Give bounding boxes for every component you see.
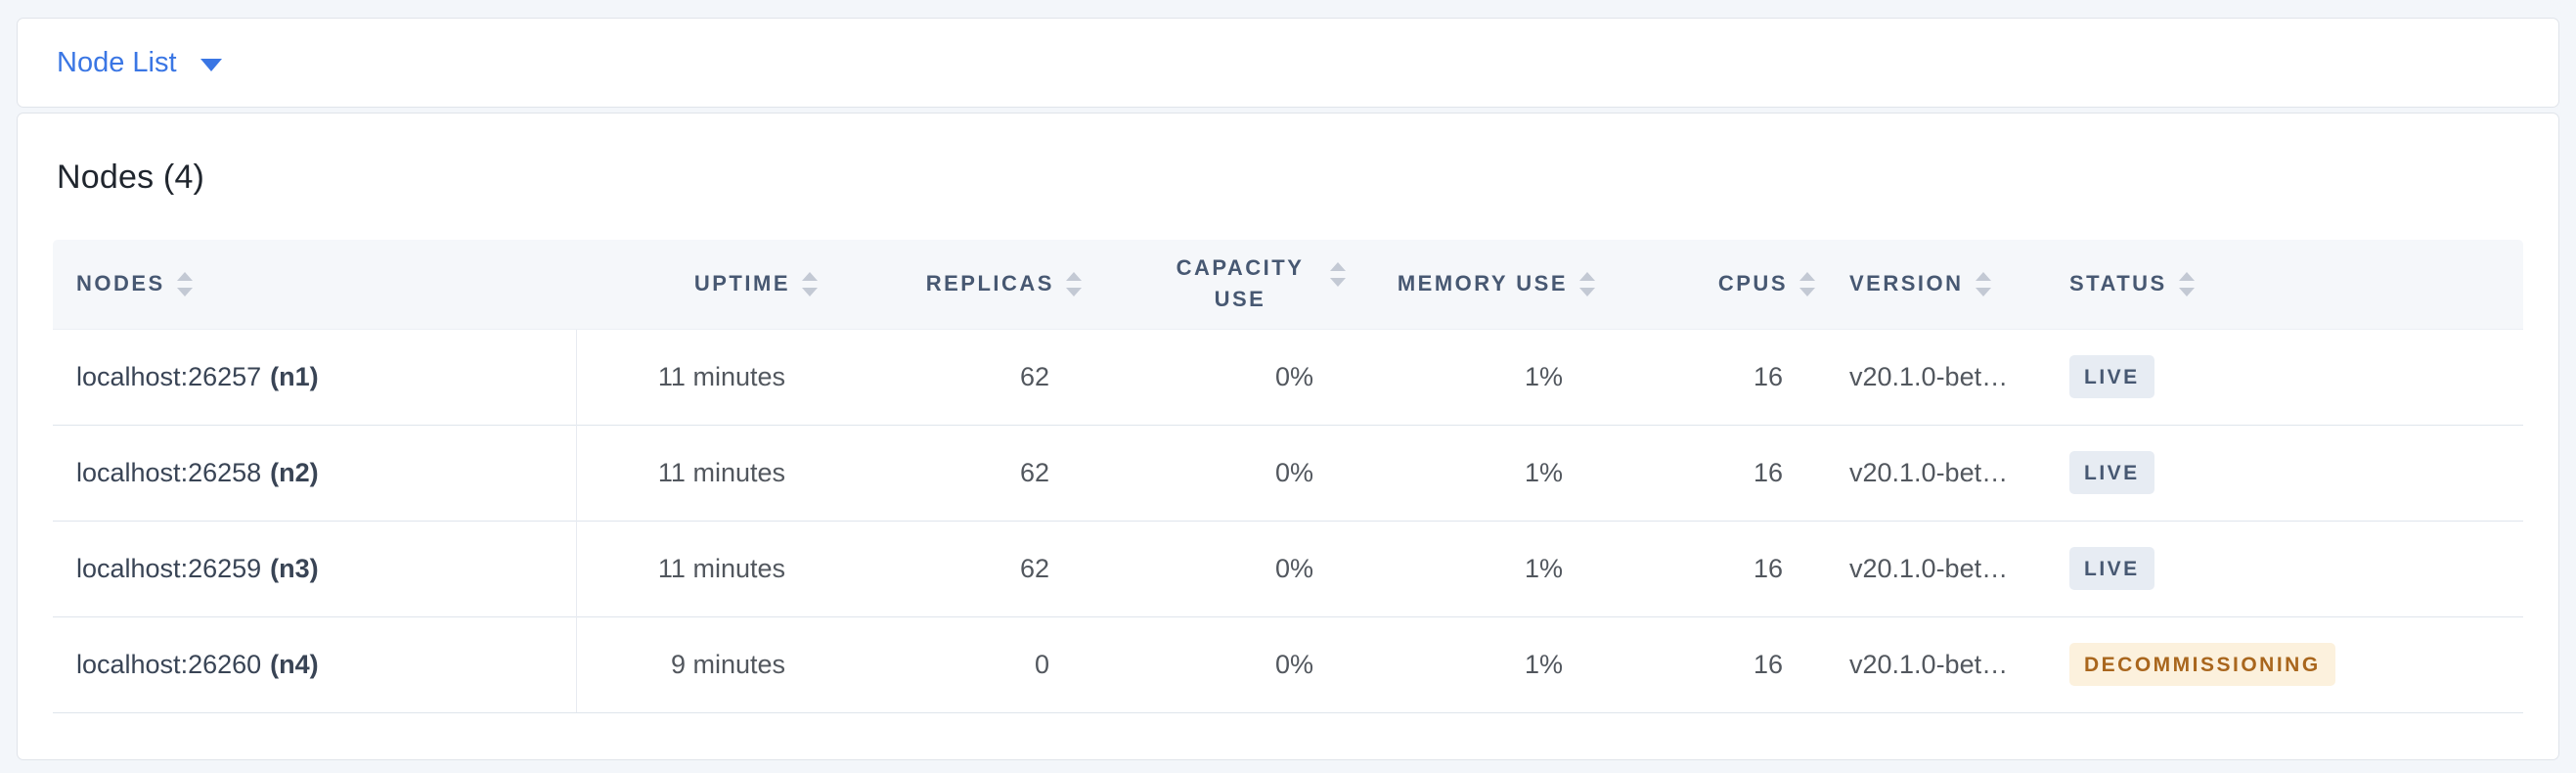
version-cell: v20.1.0-bet… (1806, 615, 2046, 713)
memory-use-cell: 1% (1337, 424, 1586, 521)
memory-use-cell: 1% (1337, 328, 1586, 425)
column-label: REPLICAS (925, 271, 1054, 296)
table-row: localhost:26257 (n1) 11 minutes 62 0% 1% … (53, 328, 2523, 425)
table-row: localhost:26258 (n2) 11 minutes 62 0% 1% … (53, 424, 2523, 521)
memory-use-cell: 1% (1337, 615, 1586, 713)
uptime-cell: 11 minutes (575, 520, 809, 616)
sort-icon (2178, 271, 2195, 296)
column-header-uptime[interactable]: UPTIME (576, 240, 818, 330)
sort-icon (1330, 262, 1346, 288)
status-badge: LIVE (2069, 451, 2154, 494)
capacity-use-cell: 0% (1073, 328, 1337, 425)
node-id: (n3) (270, 553, 319, 583)
uptime-cell: 11 minutes (575, 328, 809, 425)
version-cell: v20.1.0-bet… (1806, 328, 2046, 425)
memory-use-cell: 1% (1337, 520, 1586, 616)
sort-icon (1799, 271, 1815, 296)
cpus-cell: 16 (1586, 520, 1806, 616)
table-row: localhost:26259 (n3) 11 minutes 62 0% 1% … (53, 520, 2523, 616)
version-cell: v20.1.0-bet… (1806, 520, 2046, 616)
status-badge: LIVE (2069, 547, 2154, 590)
status-badge: LIVE (2069, 355, 2154, 398)
sort-icon (176, 271, 193, 296)
node-id: (n4) (270, 649, 319, 679)
column-header-replicas[interactable]: REPLICAS (809, 240, 1082, 330)
capacity-use-cell: 0% (1073, 520, 1337, 616)
version-cell: v20.1.0-bet… (1806, 424, 2046, 521)
column-header-nodes[interactable]: NODES (53, 240, 576, 330)
replicas-cell: 62 (809, 424, 1073, 521)
cpus-cell: 16 (1586, 328, 1806, 425)
column-label: CPUS (1717, 271, 1788, 296)
status-cell: LIVE (2046, 424, 2523, 521)
cpus-cell: 16 (1586, 615, 1806, 713)
column-label: MEMORY USE (1397, 271, 1568, 296)
sort-icon (1975, 271, 1991, 296)
replicas-cell: 62 (809, 520, 1073, 616)
node-list-dropdown[interactable]: Node List (57, 47, 222, 79)
node-address-cell: localhost:26257 (n1) (53, 328, 576, 425)
column-header-version[interactable]: VERSION (1806, 240, 2046, 330)
column-label: NODES (76, 271, 165, 296)
cpus-cell: 16 (1586, 424, 1806, 521)
column-label: UPTIME (693, 271, 790, 296)
nodes-card: Nodes (4) NODES UPTIME (17, 113, 2559, 760)
column-label: VERSION (1849, 271, 1964, 296)
nodes-table: NODES UPTIME REPLICAS (53, 240, 2523, 713)
table-header-row: NODES UPTIME REPLICAS (53, 240, 2523, 330)
nodes-count-title: Nodes (4) (57, 159, 205, 196)
column-label: CAPACITY USE (1176, 255, 1305, 312)
node-address-cell: localhost:26260 (n4) (53, 615, 576, 713)
status-cell: LIVE (2046, 328, 2523, 425)
status-cell: DECOMMISSIONING (2046, 615, 2523, 713)
replicas-cell: 62 (809, 328, 1073, 425)
column-header-status[interactable]: STATUS (2046, 240, 2523, 330)
view-selector-bar: Node List (17, 18, 2559, 108)
sort-icon (1066, 271, 1082, 296)
node-address-cell: localhost:26259 (n3) (53, 520, 576, 616)
uptime-cell: 9 minutes (575, 615, 809, 713)
node-id: (n1) (270, 361, 319, 391)
uptime-cell: 11 minutes (575, 424, 809, 521)
column-header-capacity-use[interactable]: CAPACITY USE (1073, 240, 1346, 330)
caret-down-icon (200, 58, 222, 71)
replicas-cell: 0 (809, 615, 1073, 713)
node-address-cell: localhost:26258 (n2) (53, 424, 576, 521)
sort-icon (802, 271, 818, 296)
node-id: (n2) (270, 457, 319, 487)
column-header-cpus[interactable]: CPUS (1586, 240, 1815, 330)
node-list-dropdown-label: Node List (57, 46, 177, 78)
column-header-memory-use[interactable]: MEMORY USE (1337, 240, 1595, 330)
capacity-use-cell: 0% (1073, 615, 1337, 713)
column-label: STATUS (2069, 271, 2167, 296)
table-row: localhost:26260 (n4) 9 minutes 0 0% 1% 16… (53, 615, 2523, 713)
status-cell: LIVE (2046, 520, 2523, 616)
sort-icon (1579, 271, 1595, 296)
capacity-use-cell: 0% (1073, 424, 1337, 521)
status-badge: DECOMMISSIONING (2069, 643, 2335, 686)
